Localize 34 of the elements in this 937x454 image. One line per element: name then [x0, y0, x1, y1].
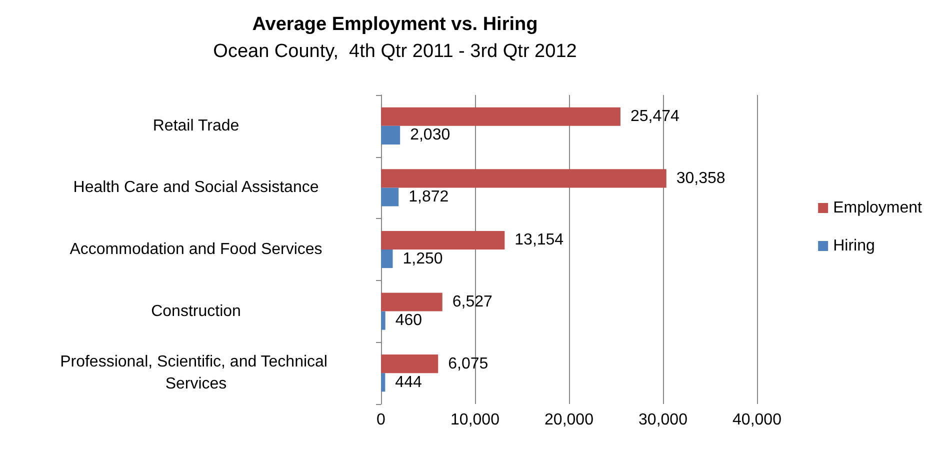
chart-subtitle: Ocean County, 4th Qtr 2011 - 3rd Qtr 2012: [213, 41, 577, 62]
data-label: 1,250: [402, 250, 443, 268]
data-label: 6,527: [452, 294, 492, 311]
bar: [381, 292, 442, 312]
legend-label: Hiring: [833, 238, 875, 254]
bar: [381, 250, 393, 268]
data-label: 2,030: [410, 126, 450, 144]
bar: [381, 188, 399, 206]
data-label: 460: [395, 312, 422, 330]
data-label: 1,872: [408, 188, 449, 206]
bar: [381, 169, 666, 188]
x-tick-label: 40,000: [732, 412, 782, 428]
y-tick-label: Construction: [151, 302, 241, 320]
bar: [381, 354, 438, 374]
bar: [381, 230, 505, 250]
data-label: 30,358: [676, 170, 726, 187]
x-tick-label: 20,000: [544, 412, 594, 428]
data-label: 6,075: [448, 355, 488, 372]
x-tick-label: 0: [376, 412, 386, 428]
data-label: 25,474: [630, 108, 680, 126]
bar: [381, 373, 386, 392]
legend-label: Employment: [833, 200, 923, 216]
bar: [381, 107, 620, 126]
data-label: 444: [395, 374, 422, 391]
bar: [381, 311, 386, 330]
y-tick-label: Accommodation and Food Services: [70, 241, 322, 258]
y-tick-label: Professional, Scientific, and Technical Services: [60, 354, 332, 393]
y-tick-label: Health Care and Social Assistance: [73, 179, 319, 196]
bar: [381, 126, 400, 144]
x-tick-label: 30,000: [638, 412, 688, 428]
chart-title: Average Employment vs. Hiring: [252, 14, 538, 35]
x-tick-label: 10,000: [450, 412, 500, 428]
data-label: 13,154: [514, 232, 564, 249]
y-tick-label: Retail Trade: [152, 117, 240, 134]
